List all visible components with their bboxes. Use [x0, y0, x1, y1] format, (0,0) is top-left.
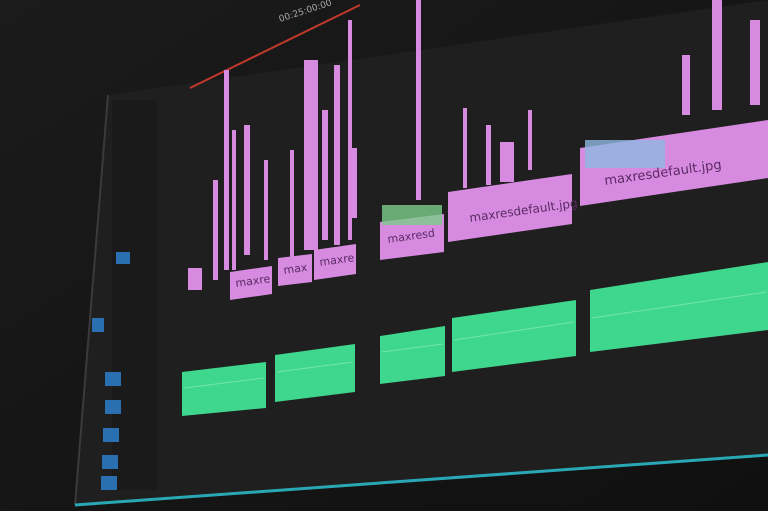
clip: [463, 108, 467, 188]
clip: [213, 180, 218, 280]
clip: [278, 254, 312, 286]
panel-bottom-border: [74, 453, 768, 507]
clip: [380, 326, 445, 384]
waveform: [381, 343, 444, 353]
header-column: [112, 100, 157, 490]
clip: [275, 344, 355, 402]
clip: [448, 174, 572, 242]
clip-label: maxre: [235, 272, 272, 290]
track-toggle: [102, 455, 118, 469]
track-toggle: [105, 400, 121, 414]
clip-label: maxre: [319, 251, 356, 269]
clip: [590, 262, 768, 352]
clip: [486, 125, 491, 185]
track-toggle: [116, 252, 130, 264]
clip: [230, 266, 272, 300]
clip: [314, 244, 356, 280]
clip: [712, 0, 722, 110]
thumb-strip: [585, 140, 665, 168]
clip: [452, 300, 576, 372]
audio-clips: [182, 262, 768, 416]
clip: [244, 125, 250, 255]
track-headers: [92, 100, 157, 490]
clip: [352, 148, 357, 218]
track-toggle: [101, 476, 117, 490]
clip-thumbs: [382, 140, 665, 225]
clip: [528, 110, 532, 170]
video-spikes: [188, 0, 760, 290]
thumb-strip: [382, 205, 442, 225]
track-toggle: [92, 318, 104, 332]
waveform: [276, 361, 354, 373]
waveform: [453, 321, 575, 341]
clip: [348, 20, 352, 240]
clip: [290, 150, 294, 260]
clip: [322, 110, 328, 240]
clip: [264, 160, 268, 260]
clip: [232, 130, 236, 270]
clip: [380, 214, 444, 260]
clip: [182, 362, 266, 416]
clip-label: max: [283, 261, 309, 277]
clip: [500, 142, 514, 182]
clip: [750, 20, 760, 105]
track-toggle: [103, 428, 119, 442]
clip: [188, 268, 202, 290]
waveforms: [183, 291, 767, 389]
track-toggle: [105, 372, 121, 386]
work-area-bar: [189, 4, 361, 89]
clip: [416, 0, 421, 200]
clip: [304, 60, 318, 250]
clip: [334, 65, 340, 245]
waveform: [183, 377, 265, 389]
clip: [682, 55, 690, 115]
clip: [224, 70, 229, 270]
panel-edge: [74, 94, 109, 506]
waveform: [591, 291, 767, 319]
